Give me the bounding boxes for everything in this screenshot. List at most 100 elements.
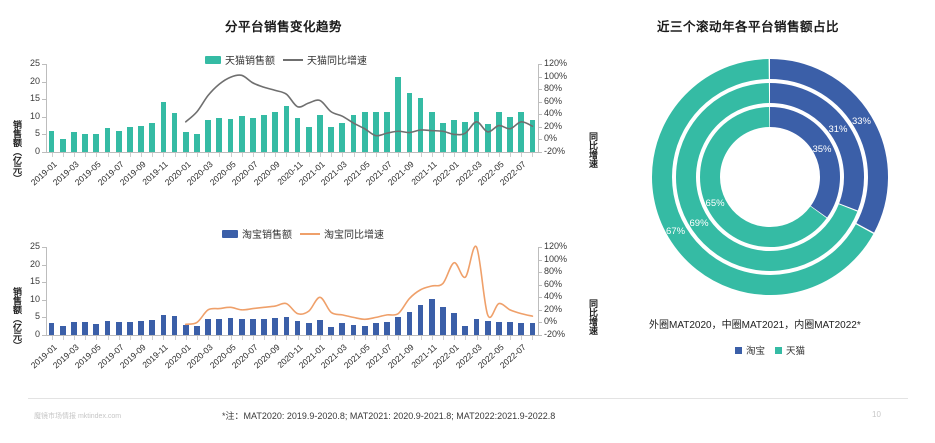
chart-x-tick xyxy=(465,336,467,340)
chart-x-tick xyxy=(510,153,512,157)
chart-x-tick xyxy=(375,336,377,340)
legend-item-taobao[interactable]: 淘宝 xyxy=(735,343,765,357)
chart-x-tick xyxy=(208,336,210,340)
chart-bar xyxy=(194,325,200,335)
chart-bar xyxy=(529,120,536,152)
chart-y2-tick-label: -20% xyxy=(544,146,566,156)
chart-x-tick xyxy=(420,153,422,157)
chart-bottom-axis xyxy=(46,335,538,336)
chart-bar xyxy=(93,323,100,335)
chart-y-tick-label: 10 xyxy=(29,110,40,121)
chart-bar xyxy=(462,121,469,152)
legend-label: 淘宝销售额 xyxy=(242,230,292,241)
chart-y2-tick-label: 40% xyxy=(544,291,563,302)
chart-x-tick xyxy=(476,153,478,157)
legend-item-tmall[interactable]: 天猫 xyxy=(775,343,805,357)
legend-item-taobao-growth[interactable]: 淘宝同比增速 xyxy=(300,226,384,241)
slide-footnote: *注：MAT2020: 2019.9-2020.8; MAT2021: 2020… xyxy=(222,411,556,421)
donut-segment xyxy=(700,107,827,247)
chart-x-tick xyxy=(73,153,75,157)
chart-bar xyxy=(440,122,446,152)
chart-x-tick xyxy=(241,153,243,157)
chart-x-tick xyxy=(141,336,143,340)
chart-y-tick-label: 20 xyxy=(29,75,40,86)
donut-chart: 33% 67% 31% 69% 35% 65% xyxy=(645,45,895,310)
chart-x-tick xyxy=(264,336,266,340)
chart-bar xyxy=(529,323,536,335)
chart-x-tick xyxy=(62,153,64,157)
chart-bar xyxy=(384,111,390,152)
chart-x-tick xyxy=(465,153,467,157)
legend-item-taobao-sales[interactable]: 淘宝销售额 xyxy=(222,226,292,241)
chart-bar xyxy=(272,317,279,335)
chart-bar xyxy=(48,131,55,152)
chart-y-tick xyxy=(42,152,46,153)
chart-y2-tick-label: 60% xyxy=(544,278,563,289)
chart-x-tick xyxy=(353,336,355,340)
chart-y-tick-label: 5 xyxy=(34,128,40,139)
chart-x-tick xyxy=(398,336,400,340)
chart-x-tick xyxy=(364,153,366,157)
chart-x-tick xyxy=(532,336,534,340)
chart-x-tick xyxy=(387,336,389,340)
chart-tmall-combo: 销售额（亿元） 同比增速 0 5 10 15 20 25 -20% 0% 20% 40% 60% 80… xyxy=(0,58,610,200)
chart-x-tick xyxy=(73,336,75,340)
chart-y-tick-label: 5 xyxy=(34,311,40,322)
chart-x-tick xyxy=(431,336,433,340)
chart-right-axis xyxy=(538,64,539,152)
chart-bar xyxy=(350,324,357,335)
chart-bar xyxy=(451,120,458,152)
chart-x-tick xyxy=(375,153,377,157)
legend-label: 天猫同比增速 xyxy=(307,56,367,67)
chart-x-tick xyxy=(342,336,344,340)
legend-item-tmall-growth[interactable]: 天猫同比增速 xyxy=(283,52,367,67)
chart-y-tick xyxy=(42,317,46,319)
chart-bar xyxy=(440,307,446,335)
chart-x-tick xyxy=(431,153,433,157)
left-panel-title: 分平台销售变化趋势 xyxy=(225,20,343,34)
chart-bar xyxy=(160,101,167,152)
chart-y2-tick-label: 120% xyxy=(544,241,568,251)
chart-y-tick xyxy=(42,247,46,248)
chart-bar xyxy=(294,321,301,335)
donut-segment-label: 33% xyxy=(851,116,871,128)
chart-y-tick xyxy=(42,116,46,118)
chart-y2-tick-label: 100% xyxy=(544,253,568,264)
chart-x-tick xyxy=(62,336,64,340)
chart-x-tick xyxy=(219,336,221,340)
chart-x-tick xyxy=(409,336,411,340)
chart-x-tick xyxy=(163,153,165,157)
chart-left-axis xyxy=(46,247,47,335)
legend-swatch-line-icon xyxy=(283,58,303,61)
chart-x-tick xyxy=(85,153,87,157)
donut-segment xyxy=(676,83,858,271)
donut-segment-label: 67% xyxy=(666,225,686,237)
chart-bar xyxy=(350,115,357,152)
chart-x-tick xyxy=(163,336,165,340)
chart-x-tick xyxy=(454,336,456,340)
chart-x-tick xyxy=(85,336,87,340)
chart-bar xyxy=(507,117,513,152)
chart-x-tick xyxy=(219,153,221,157)
chart-x-tick xyxy=(521,153,523,157)
chart-bar xyxy=(484,320,491,335)
chart-bar xyxy=(372,111,379,152)
chart-bar xyxy=(507,321,513,335)
chart-bar xyxy=(115,321,122,335)
chart-x-tick xyxy=(510,336,512,340)
chart-x-tick xyxy=(241,336,243,340)
chart-bar xyxy=(71,132,77,152)
chart-x-tick xyxy=(532,153,534,157)
legend-item-tmall-sales[interactable]: 天猫销售额 xyxy=(205,52,275,67)
chart-y2-tick xyxy=(538,322,542,324)
chart1-y-axis-title: 销售额（亿元） xyxy=(12,120,22,183)
legend-swatch-line-icon xyxy=(300,232,320,235)
chart-bar xyxy=(205,120,212,152)
chart-x-tick xyxy=(118,153,120,157)
chart-y2-tick-label: 20% xyxy=(544,303,563,314)
chart-x-tick xyxy=(454,153,456,157)
chart-y2-tick-label: -20% xyxy=(544,329,566,339)
chart-x-tick xyxy=(185,153,187,157)
chart-bar xyxy=(249,117,256,152)
chart-x-tick xyxy=(331,336,333,340)
